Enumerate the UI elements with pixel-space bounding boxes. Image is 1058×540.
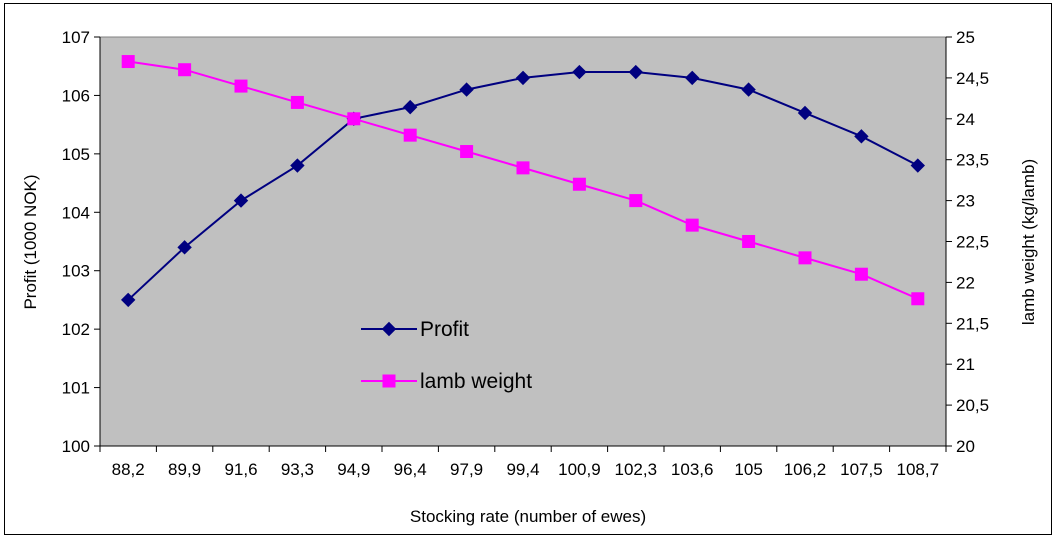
plot-area	[99, 36, 947, 447]
data-point	[177, 240, 192, 255]
data-point	[911, 292, 925, 306]
x-tick-label: 96,4	[394, 460, 427, 479]
data-point	[402, 99, 418, 115]
y-left-tick-label: 104	[62, 203, 90, 222]
data-point	[290, 95, 304, 109]
data-point	[515, 70, 531, 86]
x-tick-label: 107,5	[840, 460, 883, 479]
y-right-tick-label: 24	[956, 110, 975, 129]
y-right-tick-label: 23,5	[956, 151, 989, 170]
y-right-tick-label: 21	[956, 355, 975, 374]
y-right-tick-label: 20,5	[956, 396, 989, 415]
data-point	[290, 158, 305, 173]
data-point	[685, 218, 699, 232]
x-tick-label: 93,3	[281, 460, 314, 479]
data-point	[629, 194, 643, 208]
legend-label: Profit	[420, 318, 469, 341]
data-point	[403, 128, 417, 142]
y-left-tick-label: 101	[62, 379, 90, 398]
y-left-tick-label: 102	[62, 320, 90, 339]
y-axis-right-title: lamb weight (kg/lamb)	[1019, 159, 1038, 325]
data-point	[516, 161, 530, 175]
y-right-tick-label: 21,5	[956, 314, 989, 333]
data-point	[797, 105, 813, 121]
x-tick-label: 88,2	[112, 460, 145, 479]
data-point	[347, 112, 361, 126]
y-left-tick-label: 103	[62, 262, 90, 281]
x-tick-label: 105	[734, 460, 762, 479]
data-point	[234, 79, 248, 93]
x-tick-label: 89,9	[168, 460, 201, 479]
x-axis-title: Stocking rate (number of ewes)	[410, 507, 646, 526]
data-point	[854, 129, 869, 144]
x-tick-label: 103,6	[671, 460, 714, 479]
x-tick-label: 99,4	[506, 460, 539, 479]
data-point	[628, 64, 644, 80]
data-point	[684, 70, 700, 86]
data-point	[798, 251, 812, 265]
legend-item: Profit	[361, 318, 469, 341]
x-tick-label: 91,6	[224, 460, 257, 479]
data-point	[459, 82, 474, 97]
y-axis-left-title: Profit (1000 NOK)	[21, 174, 40, 309]
data-point	[121, 55, 135, 69]
data-point	[572, 177, 586, 191]
legend-label: lamb weight	[420, 370, 532, 393]
y-right-tick-label: 24,5	[956, 69, 989, 88]
data-point	[572, 64, 587, 80]
legend-item: lamb weight	[361, 370, 532, 393]
data-point	[120, 292, 136, 308]
data-point	[741, 82, 756, 97]
y-right-tick-label: 22	[956, 273, 975, 292]
data-point	[742, 235, 756, 248]
x-tick-label: 102,3	[615, 460, 658, 479]
legend-marker	[382, 374, 396, 388]
x-tick-label: 108,7	[897, 460, 940, 479]
y-left-tick-label: 100	[62, 437, 90, 456]
data-point	[910, 158, 926, 173]
y-left-tick-label: 105	[62, 145, 90, 164]
x-tick-label: 94,9	[337, 460, 370, 479]
series-lamb-weight	[121, 55, 925, 306]
data-point	[854, 267, 868, 281]
legend-marker	[381, 321, 397, 337]
data-point	[233, 193, 249, 208]
y-left-tick-label: 106	[62, 86, 90, 105]
x-tick-label: 97,9	[450, 460, 483, 479]
x-tick-label: 100,9	[558, 460, 601, 479]
y-right-tick-label: 25	[956, 28, 975, 47]
y-right-tick-label: 23	[956, 192, 975, 211]
y-right-tick-label: 22,5	[956, 233, 989, 252]
y-left-tick-label: 107	[62, 28, 90, 47]
x-tick-label: 106,2	[784, 460, 827, 479]
data-point	[178, 63, 192, 77]
y-right-tick-label: 20	[956, 437, 975, 456]
data-point	[460, 145, 474, 159]
